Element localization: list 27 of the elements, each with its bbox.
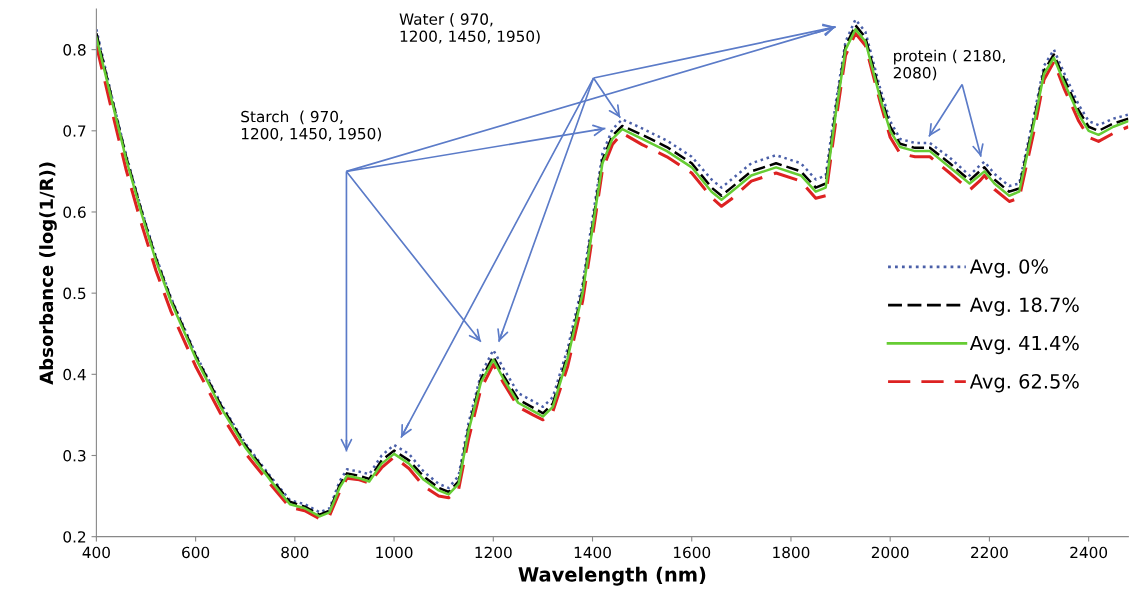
x-tick-label: 2000: [871, 546, 909, 559]
x-tick-label: 2400: [1070, 546, 1108, 559]
x-tick-label: 1400: [574, 546, 611, 559]
y-tick-label: 0.3: [63, 449, 86, 462]
annotation: Starch ( 970, 1200, 1450, 1950): [241, 110, 381, 142]
x-tick-label: 1000: [376, 546, 413, 559]
y-tick-label: 0.8: [63, 44, 86, 56]
x-tick-label: 1800: [773, 546, 810, 559]
y-tick-label: 0.4: [63, 368, 86, 381]
x-tick-label: 800: [281, 546, 309, 559]
legend-label: Avg. 62.5%: [969, 373, 1079, 393]
y-tick-label: 0.6: [63, 206, 86, 218]
x-tick-label: 1200: [475, 546, 512, 559]
x-tick-label: 600: [182, 546, 210, 559]
y-tick-label: 0.2: [63, 531, 86, 543]
annotation: Water ( 970, 1200, 1450, 1950): [399, 13, 540, 44]
y-axis-title: Absorbance (log(1/R)): [39, 162, 57, 385]
x-tick-label: 2200: [971, 546, 1008, 559]
legend-label: Avg. 0%: [969, 259, 1048, 278]
x-tick-label: 1600: [673, 546, 711, 559]
y-tick-label: 0.7: [63, 125, 86, 137]
legend-label: Avg. 18.7%: [969, 297, 1079, 316]
y-tick-label: 0.5: [63, 287, 86, 300]
x-tick-label: 400: [82, 546, 110, 559]
x-axis-title: Wavelength (nm): [518, 566, 706, 586]
legend-label: Avg. 41.4%: [969, 335, 1079, 355]
annotation: protein ( 2180, 2080): [893, 49, 1005, 81]
